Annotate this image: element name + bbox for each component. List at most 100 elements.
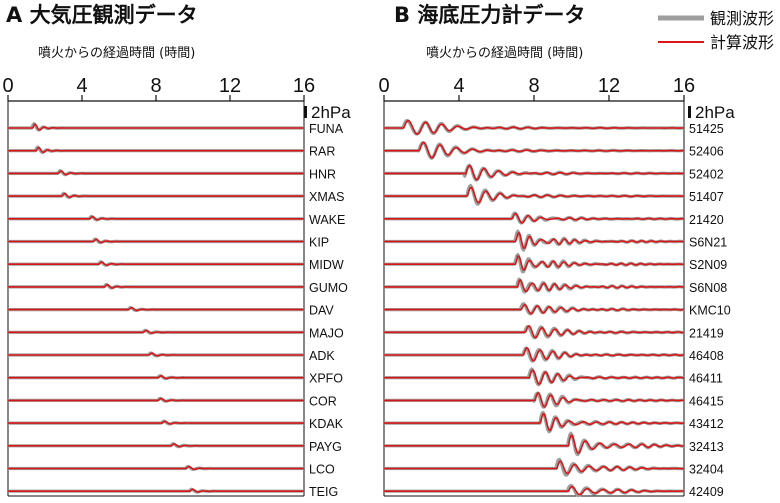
panel-a-station-label: HNR (309, 167, 336, 181)
panel-a-tick-label-8: 8 (150, 75, 161, 97)
panel-a-station-label: KDAK (309, 417, 344, 431)
panel-a-computed-trace-MIDW (8, 261, 304, 266)
panel-a-computed-trace-XMAS (8, 192, 304, 198)
panel-b-scale-bar (688, 106, 691, 118)
panel-a-scale-bar (304, 106, 307, 118)
panel-a-station-label: TEIG (309, 485, 338, 499)
panel-b-station-label: 46415 (689, 394, 724, 408)
panel-a-tick-label-4: 4 (76, 75, 87, 97)
panel-b-computed-trace-S6N08 (384, 279, 685, 293)
panel-b-title: B 海底圧力計データ (394, 3, 585, 27)
panel-a-computed-trace-COR (8, 397, 304, 402)
panel-b-tick-label-8: 8 (528, 75, 539, 97)
panel-b-computed-trace-52406 (384, 141, 684, 159)
panel-b-computed-trace-21419 (384, 325, 684, 339)
legend-observed-label: 観測波形 (710, 9, 774, 28)
panel-a-computed-trace-KIP (8, 238, 304, 244)
legend-computed-label: 計算波形 (710, 33, 774, 52)
panel-b-station-label: 51407 (689, 190, 724, 204)
panel-a-station-label: DAV (309, 304, 334, 318)
panel-a-station-label: COR (309, 394, 337, 408)
panel-a-computed-trace-WAKE (8, 215, 304, 221)
panel-a-station-label: WAKE (309, 213, 345, 227)
panel-b-station-label: 52406 (689, 145, 724, 159)
panel-a-tick-label-16: 16 (293, 75, 315, 97)
panel-b-tick-label-16: 16 (673, 75, 695, 97)
panel-b-observed-trace-32404 (383, 457, 685, 477)
panel-b-station-label: S2N09 (689, 258, 727, 272)
panel-a-title-text: 大気圧観測データ (30, 3, 198, 27)
panel-a-computed-trace-LCO (8, 465, 304, 471)
panel-a-observed-trace-FUNA (7, 122, 305, 132)
panel-b-station-label: 46411 (689, 372, 723, 386)
panel-a-station-label: PAYG (309, 440, 342, 454)
panel-a-computed-trace-TEIG (8, 488, 304, 493)
panel-a-computed-trace-MAJO (8, 329, 304, 334)
panel-a-station-label: FUNA (309, 122, 344, 136)
panel-b-computed-trace-52402 (384, 164, 684, 181)
panel-b-title-text: 海底圧力計データ (417, 3, 585, 27)
panel-b-observed-trace-S6N21 (383, 229, 685, 252)
panel-b-computed-trace-42409 (384, 485, 685, 496)
panel-a-station-label: KIP (309, 236, 329, 250)
panel-b-computed-trace-KMC10 (384, 303, 685, 315)
panel-a-station-label: LCO (309, 463, 335, 477)
panel-b-computed-trace-46408 (384, 347, 685, 362)
panel-b-xlabel: 噴火からの経過時間 (時間) (426, 46, 583, 61)
panel-a-tick-label-12: 12 (219, 75, 241, 97)
panel-a-computed-trace-FUNA (8, 123, 304, 131)
panel-b-station-label: S6N21 (689, 236, 727, 250)
panel-a-station-label: MIDW (309, 258, 344, 272)
panel-b-computed-trace-21420 (384, 212, 684, 224)
panel-a-computed-trace-RAR (8, 146, 304, 154)
legend: 観測波形 計算波形 (658, 9, 774, 52)
panel-b-observed-trace-32413 (383, 431, 685, 457)
panel-a-station-label: ADK (309, 349, 335, 363)
panel-b-computed-trace-46411 (384, 369, 685, 385)
panel-b-computed-trace-43412 (384, 413, 684, 432)
panel-b-station-label: 51425 (689, 122, 724, 136)
panel-b-observed-trace-43412 (383, 410, 685, 434)
panel-b-station-label: 21419 (689, 326, 724, 340)
panel-a-computed-trace-KDAK (8, 420, 304, 425)
panel-a-tick-label-0: 0 (2, 75, 13, 97)
panel-a-letter: A (6, 3, 23, 27)
panel-a-computed-trace-GUMO (8, 283, 304, 289)
panel-b-computed-trace-S6N21 (384, 231, 685, 249)
panel-a-computed-trace-XPFO (8, 375, 304, 380)
panel-a-station-label: GUMO (309, 281, 348, 295)
panel-b-scale-label: 2hPa (695, 103, 735, 122)
panel-a-station-label: RAR (309, 145, 335, 159)
panel-b-computed-trace-S2N09 (384, 255, 684, 271)
panel-a-scale-label: 2hPa (311, 103, 351, 122)
panel-a-computed-trace-PAYG (8, 443, 304, 448)
panel-b-station-label: S6N08 (689, 281, 727, 295)
panel-b-station-label: KMC10 (689, 304, 731, 318)
panel-b-computed-trace-32404 (384, 460, 685, 475)
panel-a-station-label: XPFO (309, 372, 343, 386)
panel-a-station-label: XMAS (309, 190, 344, 204)
panel-b-computed-trace-32413 (384, 434, 684, 454)
panel-a-xlabel: 噴火からの経過時間 (時間) (38, 46, 195, 61)
panel-a-title: A 大気圧観測データ (6, 3, 198, 27)
panel-b-station-label: 43412 (689, 417, 724, 431)
panel-a-computed-trace-DAV (8, 307, 304, 312)
panel-b-tick-label-0: 0 (378, 75, 389, 97)
panel-b-station-label: 32413 (689, 440, 724, 454)
panel-b-station-label: 52402 (689, 167, 724, 181)
panel-b-station-label: 32404 (689, 463, 724, 477)
panel-a: A 大気圧観測データ 噴火からの経過時間 (時間) 0 4 8 12 16 2hPaFUN… (2, 3, 351, 499)
panel-a-station-label: MAJO (309, 326, 344, 340)
panel-b-tick-label-4: 4 (453, 75, 464, 97)
panel-b-computed-trace-51425 (384, 119, 685, 136)
panel-b-letter: B (394, 3, 410, 27)
panel-a-computed-trace-HNR (8, 170, 304, 176)
panel-b-station-label: 42409 (689, 485, 724, 499)
panel-b-station-label: 21420 (689, 213, 724, 227)
panel-b-tick-label-12: 12 (598, 75, 620, 97)
panel-b-station-label: 46408 (689, 349, 724, 363)
panel-b-computed-trace-51407 (384, 186, 684, 204)
panel-b-computed-trace-46415 (384, 392, 684, 408)
panel-b: B 海底圧力計データ 噴火からの経過時間 (時間) 0 4 8 12 162hPa514… (378, 3, 735, 499)
